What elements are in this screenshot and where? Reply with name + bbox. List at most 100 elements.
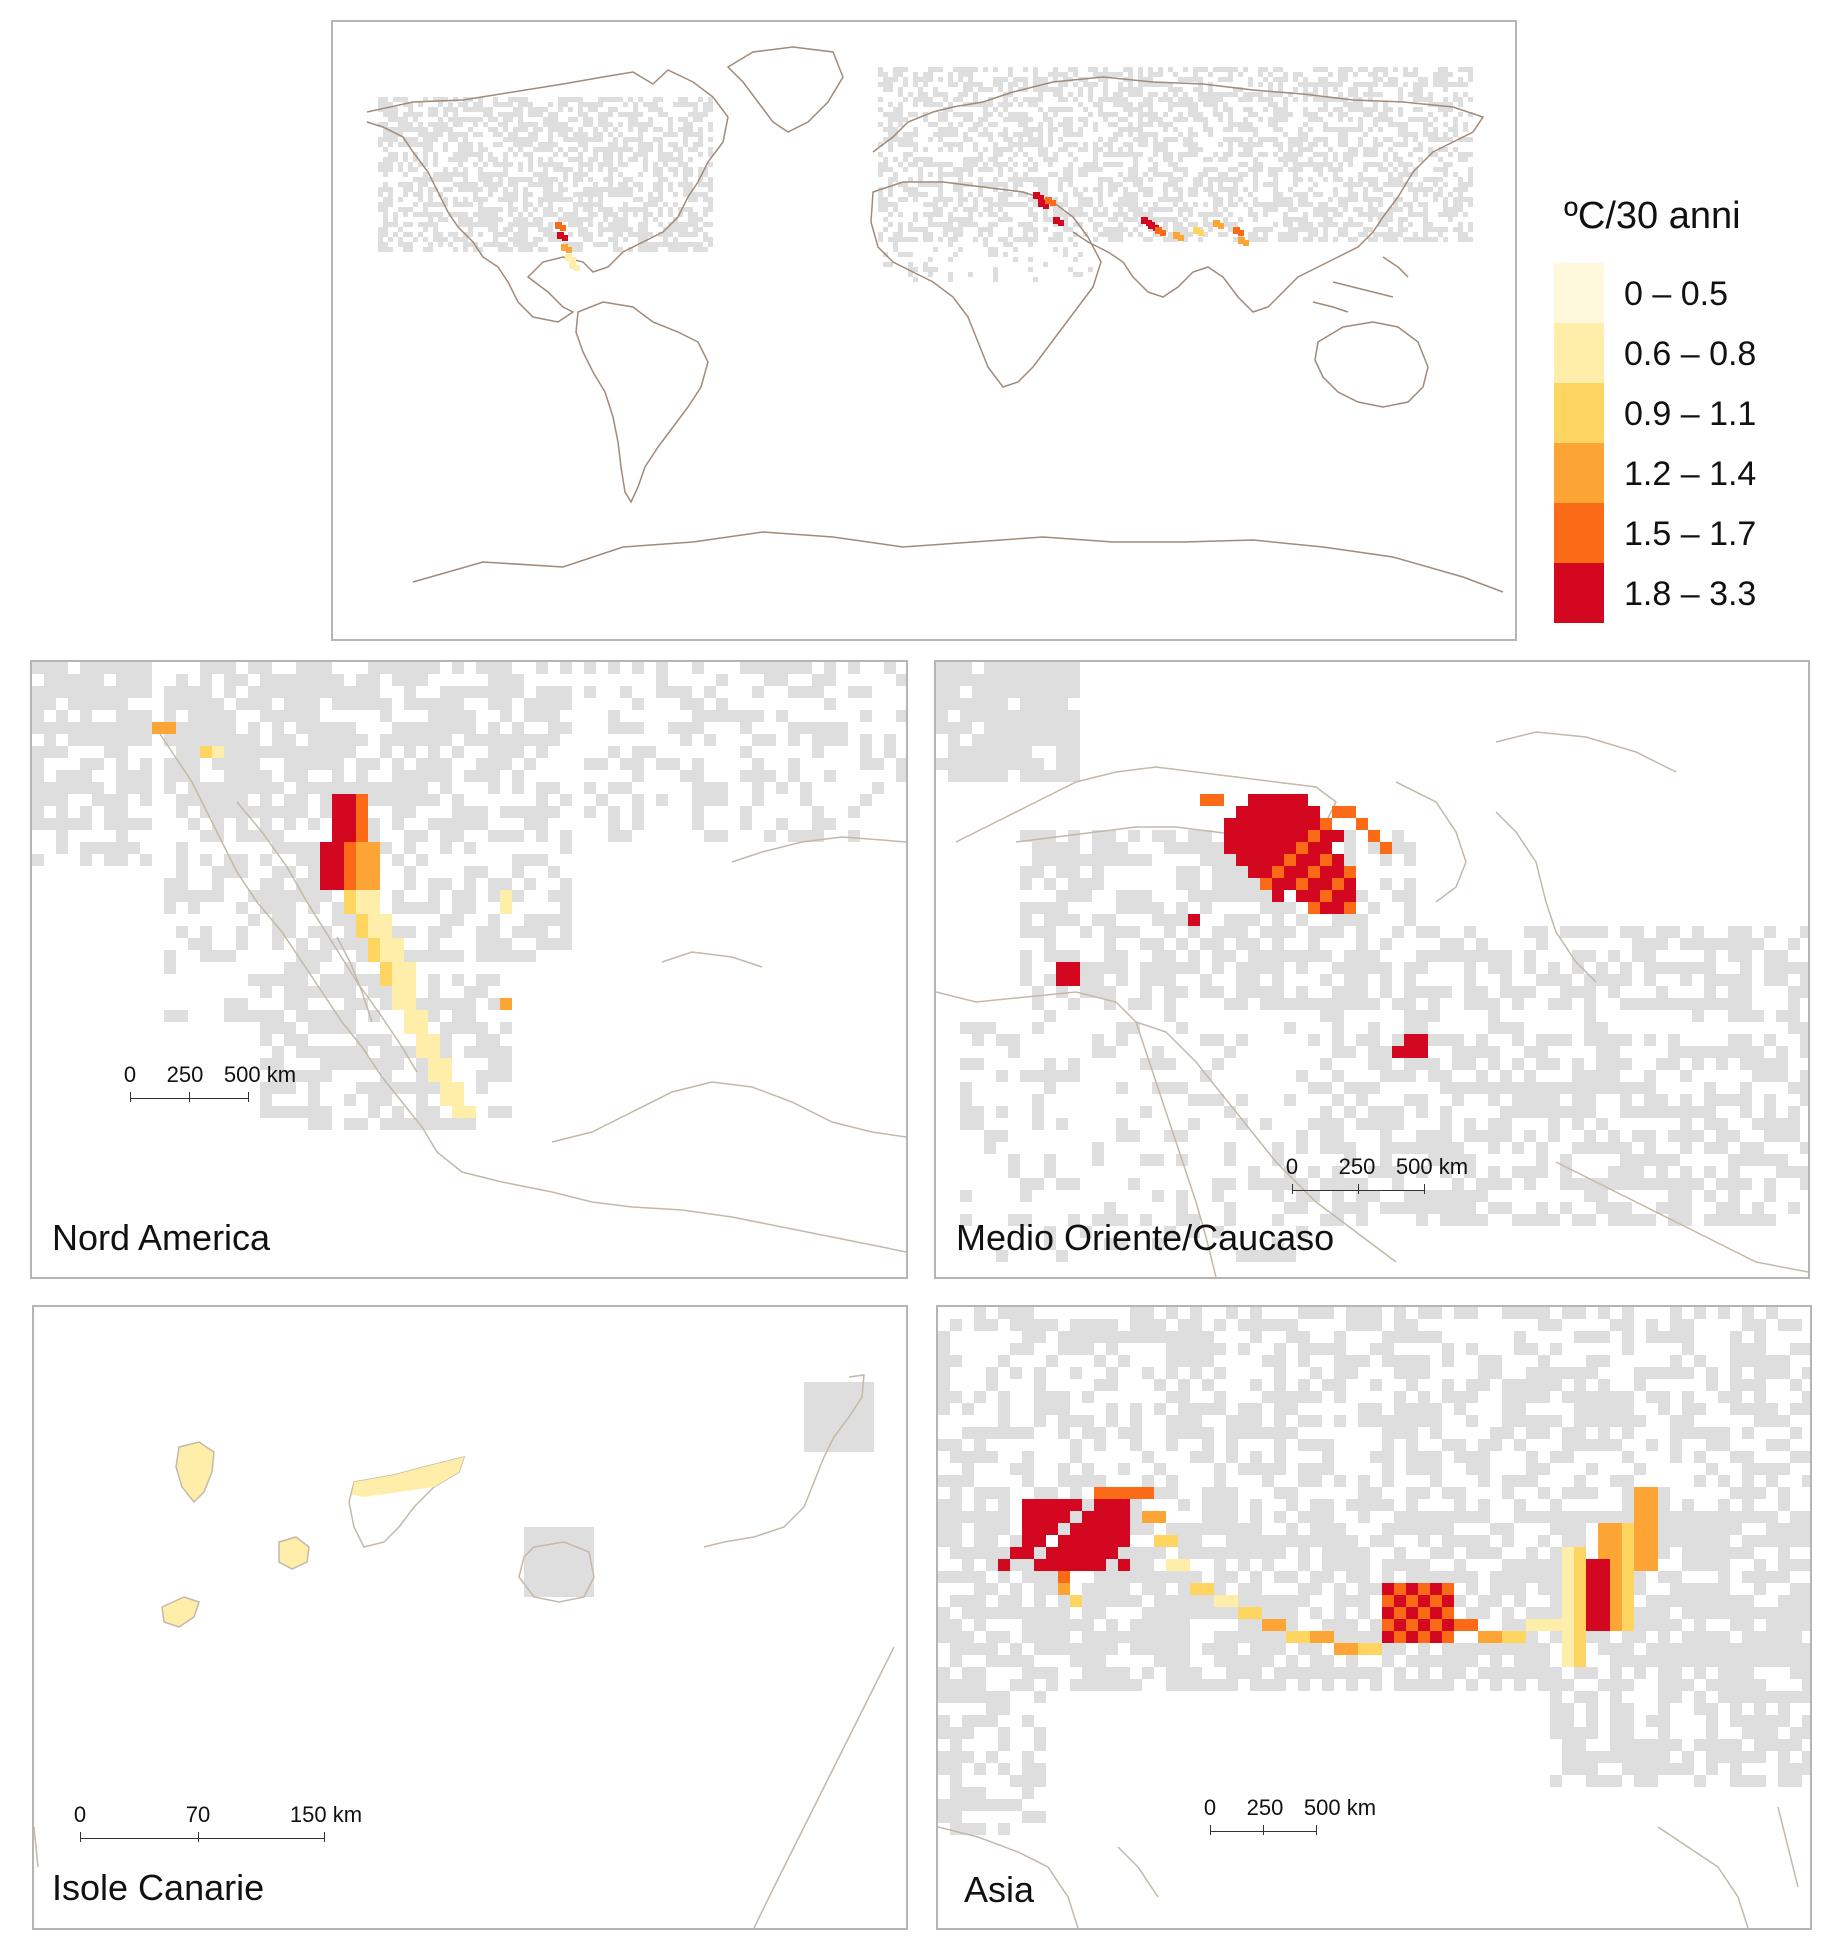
grid-cell	[518, 227, 523, 232]
grid-cell	[913, 147, 918, 152]
grid-cell	[653, 182, 658, 187]
grid-cell	[884, 746, 896, 758]
grid-cell	[296, 842, 308, 854]
grid-cell	[403, 207, 408, 212]
grid-cell	[1048, 87, 1053, 92]
grid-cell	[984, 770, 996, 782]
grid-cell	[800, 686, 812, 698]
grid-cell	[483, 177, 488, 182]
grid-cell	[1028, 242, 1033, 247]
grid-cell	[1168, 67, 1173, 72]
grid-cell	[638, 222, 643, 227]
grid-cell	[963, 137, 968, 142]
grid-cell	[1333, 212, 1338, 217]
grid-cell	[1212, 926, 1224, 938]
grid-cell	[500, 830, 512, 842]
grid-cell	[1288, 92, 1293, 97]
grid-cell	[500, 938, 512, 950]
grid-cell	[608, 152, 613, 157]
grid-cell	[1656, 986, 1668, 998]
grid-cell	[984, 734, 996, 746]
grid-cell	[960, 662, 972, 674]
grid-cell	[1308, 222, 1313, 227]
grid-cell	[332, 758, 344, 770]
grid-cell	[473, 182, 478, 187]
grid-cell	[1063, 197, 1068, 202]
grid-cell	[453, 152, 458, 157]
grid-cell	[883, 87, 888, 92]
grid-cell	[1584, 1022, 1596, 1034]
grid-cell	[888, 127, 893, 132]
grid-cell	[943, 142, 948, 147]
grid-cell	[284, 1070, 296, 1082]
grid-cell	[1183, 142, 1188, 147]
grid-cell	[1228, 197, 1233, 202]
grid-cell	[968, 87, 973, 92]
grid-cell	[1078, 252, 1083, 257]
grid-cell	[623, 207, 628, 212]
grid-cell	[236, 854, 248, 866]
grid-cell	[344, 986, 356, 998]
grid-cell	[643, 122, 648, 127]
grid-cell	[680, 722, 692, 734]
grid-cell	[998, 202, 1003, 207]
grid-cell	[1438, 82, 1443, 87]
grid-cell	[1033, 162, 1038, 167]
grid-cell	[188, 698, 200, 710]
grid-cell	[588, 207, 593, 212]
grid-cell	[1223, 102, 1228, 107]
grid-cell	[998, 167, 1003, 172]
grid-cell	[458, 152, 463, 157]
grid-cell	[1323, 87, 1328, 92]
grid-cell	[392, 890, 404, 902]
grid-cell	[224, 1010, 236, 1022]
land-cells	[378, 67, 1473, 282]
grid-cell	[678, 152, 683, 157]
grid-cell	[643, 127, 648, 132]
grid-cell	[1043, 157, 1048, 162]
grid-cell	[528, 167, 533, 172]
grid-cell	[1704, 998, 1716, 1010]
grid-cell	[1423, 82, 1428, 87]
grid-cell	[388, 142, 393, 147]
grid-cell	[1193, 177, 1198, 182]
grid-cell	[1428, 147, 1433, 152]
grid-cell	[188, 734, 200, 746]
grid-cell	[1404, 962, 1416, 974]
grid-cell	[943, 92, 948, 97]
grid-cell	[1428, 222, 1433, 227]
grid-cell	[663, 152, 668, 157]
grid-cell	[908, 262, 913, 267]
grid-cell	[1128, 830, 1140, 842]
grid-cell	[508, 177, 513, 182]
grid-cell	[1443, 102, 1448, 107]
grid-cell	[428, 1046, 440, 1058]
grid-cell	[673, 227, 678, 232]
grid-cell	[1008, 1046, 1020, 1058]
grid-cell	[80, 686, 92, 698]
grid-cell	[443, 187, 448, 192]
grid-cell	[408, 242, 413, 247]
grid-cell	[378, 187, 383, 192]
coast-southeast-asia	[1312, 256, 1409, 313]
legend-swatch	[1554, 443, 1604, 503]
grid-cell	[164, 710, 176, 722]
grid-cell	[643, 242, 648, 247]
grid-cell	[44, 734, 56, 746]
grid-cell	[984, 686, 996, 698]
grid-cell	[993, 147, 998, 152]
grid-cell	[596, 794, 608, 806]
grid-cell	[1404, 914, 1416, 926]
grid-cell	[1208, 157, 1213, 162]
grid-cell	[1033, 217, 1038, 222]
grid-cell	[632, 794, 644, 806]
grid-cell	[1278, 117, 1283, 122]
grid-cell	[1740, 926, 1752, 938]
grid-cell	[1263, 67, 1268, 72]
grid-cell	[1068, 182, 1073, 187]
grid-cell	[503, 137, 508, 142]
grid-cell	[473, 187, 478, 192]
grid-cell	[1253, 112, 1258, 117]
grid-cell	[483, 242, 488, 247]
grid-cell	[1278, 142, 1283, 147]
